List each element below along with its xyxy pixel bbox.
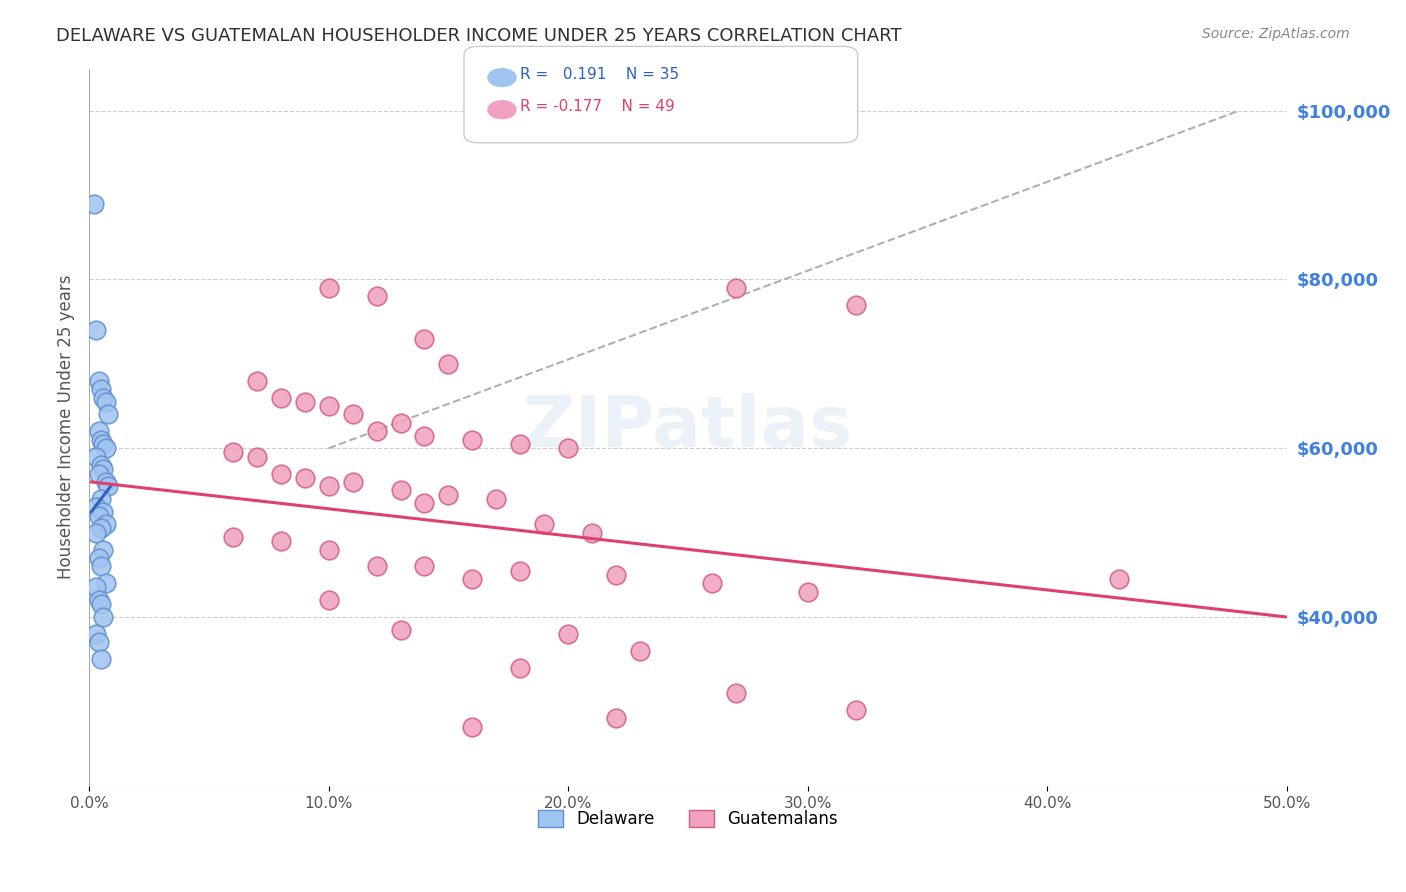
Delaware <box>84 323 107 337</box>
Delaware <box>97 479 120 493</box>
Guatemalans <box>389 623 412 637</box>
Guatemalans <box>605 711 627 725</box>
Guatemalans <box>413 332 436 346</box>
Guatemalans <box>797 584 820 599</box>
Delaware <box>94 475 117 489</box>
Text: R = -0.177    N = 49: R = -0.177 N = 49 <box>520 99 675 113</box>
Delaware <box>90 382 112 396</box>
Guatemalans <box>270 391 292 405</box>
Delaware <box>94 576 117 591</box>
Guatemalans <box>509 660 531 674</box>
Delaware <box>94 442 117 456</box>
Delaware <box>84 500 107 515</box>
Guatemalans <box>270 534 292 549</box>
Guatemalans <box>366 559 388 574</box>
Delaware <box>90 521 112 535</box>
Text: DELAWARE VS GUATEMALAN HOUSEHOLDER INCOME UNDER 25 YEARS CORRELATION CHART: DELAWARE VS GUATEMALAN HOUSEHOLDER INCOM… <box>56 27 901 45</box>
Guatemalans <box>845 703 868 717</box>
Delaware <box>93 610 115 624</box>
Delaware <box>94 517 117 532</box>
Guatemalans <box>389 483 412 498</box>
Delaware <box>97 408 120 422</box>
Delaware <box>94 394 117 409</box>
Guatemalans <box>342 475 364 489</box>
Guatemalans <box>628 644 651 658</box>
Guatemalans <box>437 488 460 502</box>
Guatemalans <box>318 281 340 295</box>
Guatemalans <box>485 491 508 506</box>
Guatemalans <box>437 357 460 371</box>
Guatemalans <box>700 576 723 591</box>
Delaware <box>84 627 107 641</box>
Delaware <box>90 652 112 666</box>
Delaware <box>93 437 115 451</box>
Guatemalans <box>461 572 484 586</box>
Text: R =   0.191    N = 35: R = 0.191 N = 35 <box>520 67 679 81</box>
Delaware <box>84 581 107 595</box>
Delaware <box>87 374 110 388</box>
Guatemalans <box>389 416 412 430</box>
Text: ZIPatlas: ZIPatlas <box>523 392 853 462</box>
Y-axis label: Householder Income Under 25 years: Householder Income Under 25 years <box>58 275 75 580</box>
Delaware <box>90 559 112 574</box>
Guatemalans <box>246 374 269 388</box>
Guatemalans <box>413 428 436 442</box>
Guatemalans <box>581 525 603 540</box>
Guatemalans <box>509 564 531 578</box>
Guatemalans <box>557 442 579 456</box>
Guatemalans <box>366 289 388 303</box>
Guatemalans <box>318 479 340 493</box>
Delaware <box>87 508 110 523</box>
Delaware <box>90 433 112 447</box>
Guatemalans <box>318 542 340 557</box>
Guatemalans <box>294 394 316 409</box>
Delaware <box>87 425 110 439</box>
Guatemalans <box>318 399 340 413</box>
Guatemalans <box>366 425 388 439</box>
Delaware <box>84 525 107 540</box>
Guatemalans <box>270 467 292 481</box>
Guatemalans <box>294 471 316 485</box>
Text: Source: ZipAtlas.com: Source: ZipAtlas.com <box>1202 27 1350 41</box>
Guatemalans <box>533 517 555 532</box>
Guatemalans <box>222 530 245 544</box>
Delaware <box>90 598 112 612</box>
Delaware <box>83 196 105 211</box>
Guatemalans <box>318 593 340 607</box>
Guatemalans <box>413 496 436 510</box>
Legend: Delaware, Guatemalans: Delaware, Guatemalans <box>531 804 844 835</box>
Delaware <box>87 551 110 566</box>
Delaware <box>93 542 115 557</box>
Guatemalans <box>557 627 579 641</box>
Delaware <box>90 491 112 506</box>
Guatemalans <box>845 298 868 312</box>
Delaware <box>90 458 112 472</box>
Guatemalans <box>246 450 269 464</box>
Guatemalans <box>222 445 245 459</box>
Guatemalans <box>724 281 747 295</box>
Guatemalans <box>509 437 531 451</box>
Guatemalans <box>413 559 436 574</box>
Guatemalans <box>342 408 364 422</box>
Guatemalans <box>461 720 484 734</box>
Delaware <box>93 462 115 476</box>
Delaware <box>93 391 115 405</box>
Delaware <box>87 467 110 481</box>
Guatemalans <box>1108 572 1130 586</box>
Delaware <box>87 635 110 649</box>
Guatemalans <box>461 433 484 447</box>
Delaware <box>93 504 115 518</box>
Delaware <box>87 593 110 607</box>
Guatemalans <box>605 567 627 582</box>
Delaware <box>84 450 107 464</box>
Guatemalans <box>724 686 747 700</box>
